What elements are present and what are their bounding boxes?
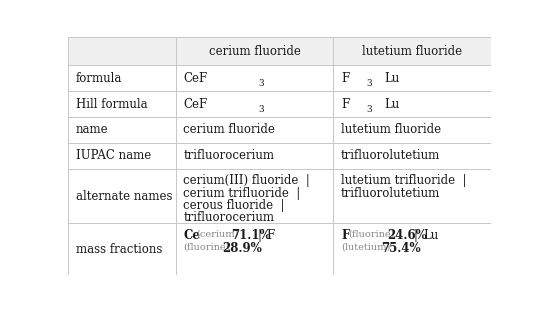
Bar: [68, 65, 176, 91]
Text: F: F: [341, 229, 349, 242]
Text: formula: formula: [76, 72, 122, 85]
Bar: [68, 37, 176, 65]
Bar: [334, 65, 490, 91]
Text: trifluorocerium: trifluorocerium: [184, 211, 275, 224]
Bar: [68, 223, 176, 275]
Text: trifluorolutetium: trifluorolutetium: [341, 150, 440, 163]
Text: 71.1%: 71.1%: [232, 229, 271, 242]
Text: F: F: [341, 98, 349, 111]
Text: 75.4%: 75.4%: [381, 242, 421, 255]
Text: 28.9%: 28.9%: [223, 242, 263, 255]
Text: 3: 3: [366, 105, 372, 114]
Text: |: |: [414, 229, 417, 242]
Bar: [68, 91, 176, 117]
Text: (fluorine): (fluorine): [184, 242, 230, 251]
Text: mass fractions: mass fractions: [76, 243, 162, 256]
Bar: [176, 143, 334, 169]
Bar: [176, 223, 334, 275]
Text: cerium fluoride: cerium fluoride: [209, 44, 300, 57]
Text: 3: 3: [259, 105, 264, 114]
Text: lutetium fluoride: lutetium fluoride: [362, 44, 462, 57]
Bar: [334, 143, 490, 169]
Text: Lu: Lu: [423, 229, 438, 242]
Text: cerium(III) fluoride  |: cerium(III) fluoride |: [184, 174, 310, 187]
Bar: [334, 169, 490, 223]
Bar: [176, 169, 334, 223]
Bar: [334, 91, 490, 117]
Text: cerous fluoride  |: cerous fluoride |: [184, 199, 285, 212]
Bar: [334, 223, 490, 275]
Text: trifluorocerium: trifluorocerium: [184, 150, 275, 163]
Text: |: |: [257, 229, 261, 242]
Text: F: F: [341, 72, 349, 85]
Bar: [334, 117, 490, 143]
Text: (fluorine): (fluorine): [349, 229, 395, 238]
Text: lutetium fluoride: lutetium fluoride: [341, 124, 441, 137]
Text: IUPAC name: IUPAC name: [76, 150, 151, 163]
Text: Ce: Ce: [184, 229, 201, 242]
Bar: [176, 117, 334, 143]
Text: alternate names: alternate names: [76, 189, 172, 202]
Text: (lutetium): (lutetium): [341, 242, 390, 251]
Text: Lu: Lu: [384, 98, 399, 111]
Text: trifluorolutetium: trifluorolutetium: [341, 187, 440, 200]
Bar: [176, 91, 334, 117]
Text: 3: 3: [259, 79, 264, 88]
Text: 24.6%: 24.6%: [387, 229, 427, 242]
Bar: [334, 37, 490, 65]
Text: CeF: CeF: [184, 72, 208, 85]
Text: 3: 3: [366, 79, 372, 88]
Text: cerium trifluoride  |: cerium trifluoride |: [184, 187, 301, 200]
Bar: [68, 117, 176, 143]
Bar: [68, 143, 176, 169]
Text: cerium fluoride: cerium fluoride: [184, 124, 275, 137]
Text: CeF: CeF: [184, 98, 208, 111]
Bar: [68, 169, 176, 223]
Text: name: name: [76, 124, 108, 137]
Bar: [176, 37, 334, 65]
Text: Lu: Lu: [384, 72, 399, 85]
Text: Hill formula: Hill formula: [76, 98, 147, 111]
Bar: [176, 65, 334, 91]
Text: (cerium): (cerium): [196, 229, 239, 238]
Text: lutetium trifluoride  |: lutetium trifluoride |: [341, 174, 467, 187]
Text: F: F: [267, 229, 275, 242]
